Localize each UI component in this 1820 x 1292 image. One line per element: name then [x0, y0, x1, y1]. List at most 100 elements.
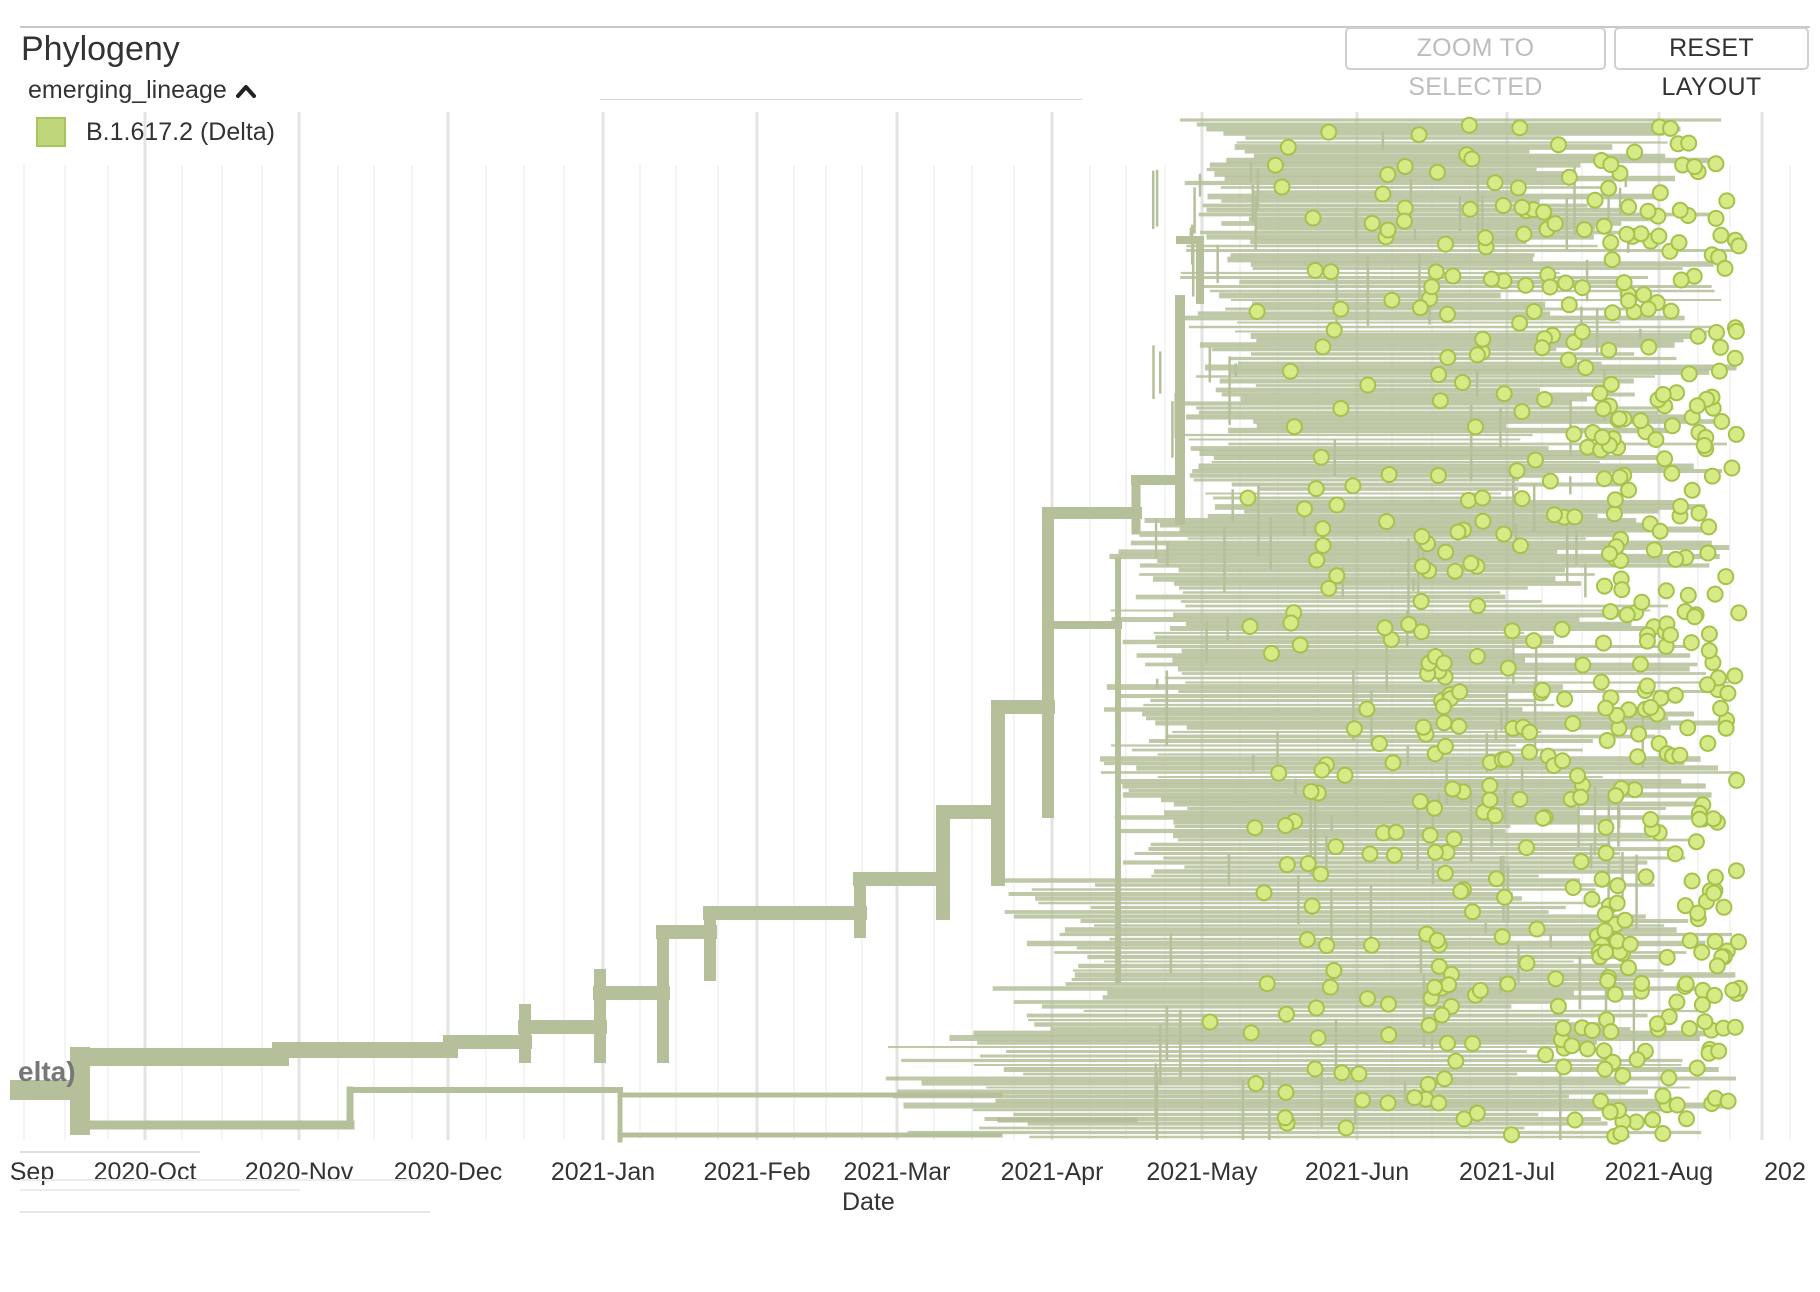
tree-tip [1597, 818, 1615, 836]
tree-tip [1602, 1023, 1620, 1041]
tree-tip [1613, 581, 1631, 599]
tree-tip [1606, 491, 1624, 509]
tree-tip [1337, 1119, 1355, 1137]
tree-tip [1706, 933, 1724, 950]
tree-tip [1444, 267, 1462, 285]
tree-tip [1423, 278, 1441, 296]
tree-tip [1304, 209, 1322, 227]
tree-tip [1564, 879, 1582, 896]
tree-tip [1727, 425, 1745, 443]
tree-tip [1572, 788, 1590, 806]
tree-tip [1411, 793, 1429, 810]
tree-tip [1602, 234, 1620, 251]
tree-tip [1468, 1104, 1486, 1122]
tree-tip [1618, 225, 1636, 243]
tree-tip [1676, 897, 1694, 915]
tree-tip [1436, 864, 1454, 882]
legend-toggle[interactable]: emerging_lineage [28, 76, 257, 106]
tree-tip [1413, 623, 1431, 641]
tree-tip [1698, 676, 1716, 694]
tree-tip [1708, 957, 1726, 975]
x-axis-tick-label: 2021-Jul [1459, 1158, 1555, 1186]
tree-tip [1710, 362, 1728, 380]
tree-tip [1536, 391, 1554, 408]
tree-tip [1713, 413, 1731, 430]
tree-tip [1724, 981, 1742, 999]
tree-tip [1672, 271, 1690, 289]
tree-tip [1672, 497, 1690, 515]
tree-tip [1683, 481, 1701, 499]
tree-tip [1550, 136, 1567, 154]
tree-tip [1444, 780, 1462, 798]
tree-tip [1429, 467, 1447, 484]
tree-tip [1595, 470, 1613, 488]
tree-tip [1704, 810, 1722, 828]
tree-tip [1241, 618, 1259, 635]
tree-tip [1666, 845, 1684, 863]
tree-tip [1285, 418, 1303, 436]
tree-tip [1549, 997, 1567, 1015]
tree-tip [1683, 872, 1701, 890]
reset-layout-button[interactable]: RESET LAYOUT [1614, 27, 1809, 101]
tree-tip [1689, 904, 1707, 922]
tree-tip [1596, 905, 1614, 923]
zoom-to-selected-button[interactable]: ZOOM TO SELECTED [1345, 27, 1606, 101]
tree-tip [1328, 567, 1346, 585]
tree-tip [1537, 1046, 1555, 1064]
tree-tip [1595, 634, 1612, 652]
tree-tip [1693, 996, 1711, 1014]
x-axis-tick-label: 2021-Feb [703, 1158, 810, 1186]
tree-tip [1460, 491, 1477, 509]
tree-tip [1427, 263, 1445, 281]
tree-tip [1320, 579, 1338, 597]
tree-tip [1605, 505, 1623, 523]
tree-tip [1597, 699, 1615, 717]
tree-tip [1679, 586, 1697, 604]
tree-tip [1314, 537, 1332, 554]
tree-tip [1730, 933, 1747, 951]
tree-tip [1296, 500, 1313, 518]
tree-tip [1693, 943, 1711, 961]
tree-tip [1239, 489, 1257, 507]
tree-tip [1670, 234, 1688, 252]
tree-tip [1242, 1024, 1260, 1042]
tree-tip [1482, 270, 1500, 288]
tree-tip [1468, 346, 1486, 364]
tree-tip [1565, 425, 1583, 443]
tree-tip [1277, 1083, 1295, 1101]
tree-tip [1626, 143, 1644, 161]
tree-tip [1635, 286, 1653, 304]
tree-tip [1574, 656, 1592, 674]
tree-tip [1712, 338, 1729, 356]
tree-tip [1573, 323, 1591, 341]
tree-tip [1680, 365, 1698, 383]
x-axis-tick-label: 2021-Jan [551, 1158, 655, 1186]
tree-tip [1328, 496, 1346, 514]
tree-tip [1344, 477, 1362, 495]
tree-tip [1278, 1005, 1295, 1023]
tree-tip [1518, 954, 1536, 972]
tree-tip [1688, 397, 1706, 415]
tree-tip [1434, 698, 1452, 715]
tree-tip [1651, 522, 1669, 540]
tree-tip [1706, 868, 1724, 886]
tree-tip [1716, 259, 1734, 277]
tree-tip [1608, 894, 1626, 912]
tree-tip [1710, 1042, 1728, 1060]
tree-tip [1361, 845, 1379, 863]
tree-tip [1681, 932, 1699, 950]
tree-tip [1383, 291, 1401, 309]
x-axis-title: Date [842, 1188, 895, 1216]
tree-tip [1247, 1075, 1265, 1093]
tree-tip [1707, 209, 1725, 227]
tree-tip [1632, 225, 1650, 243]
tree-tip [1638, 632, 1656, 650]
tree-tip [1363, 214, 1381, 232]
tree-tip [1607, 787, 1625, 805]
tree-tip [1439, 349, 1457, 366]
tree-tip [1471, 981, 1489, 999]
tree-tip [1600, 341, 1618, 359]
x-axis-tick-label: 2020-Nov [245, 1158, 354, 1186]
tree-tip [1474, 512, 1492, 530]
